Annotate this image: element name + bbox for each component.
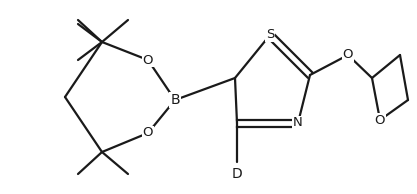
Text: O: O bbox=[143, 54, 153, 67]
Text: D: D bbox=[231, 167, 242, 181]
Text: N: N bbox=[293, 117, 303, 130]
Text: O: O bbox=[143, 126, 153, 139]
Text: B: B bbox=[170, 93, 180, 107]
Text: S: S bbox=[266, 29, 274, 42]
Text: O: O bbox=[375, 113, 385, 126]
Text: O: O bbox=[343, 48, 353, 61]
